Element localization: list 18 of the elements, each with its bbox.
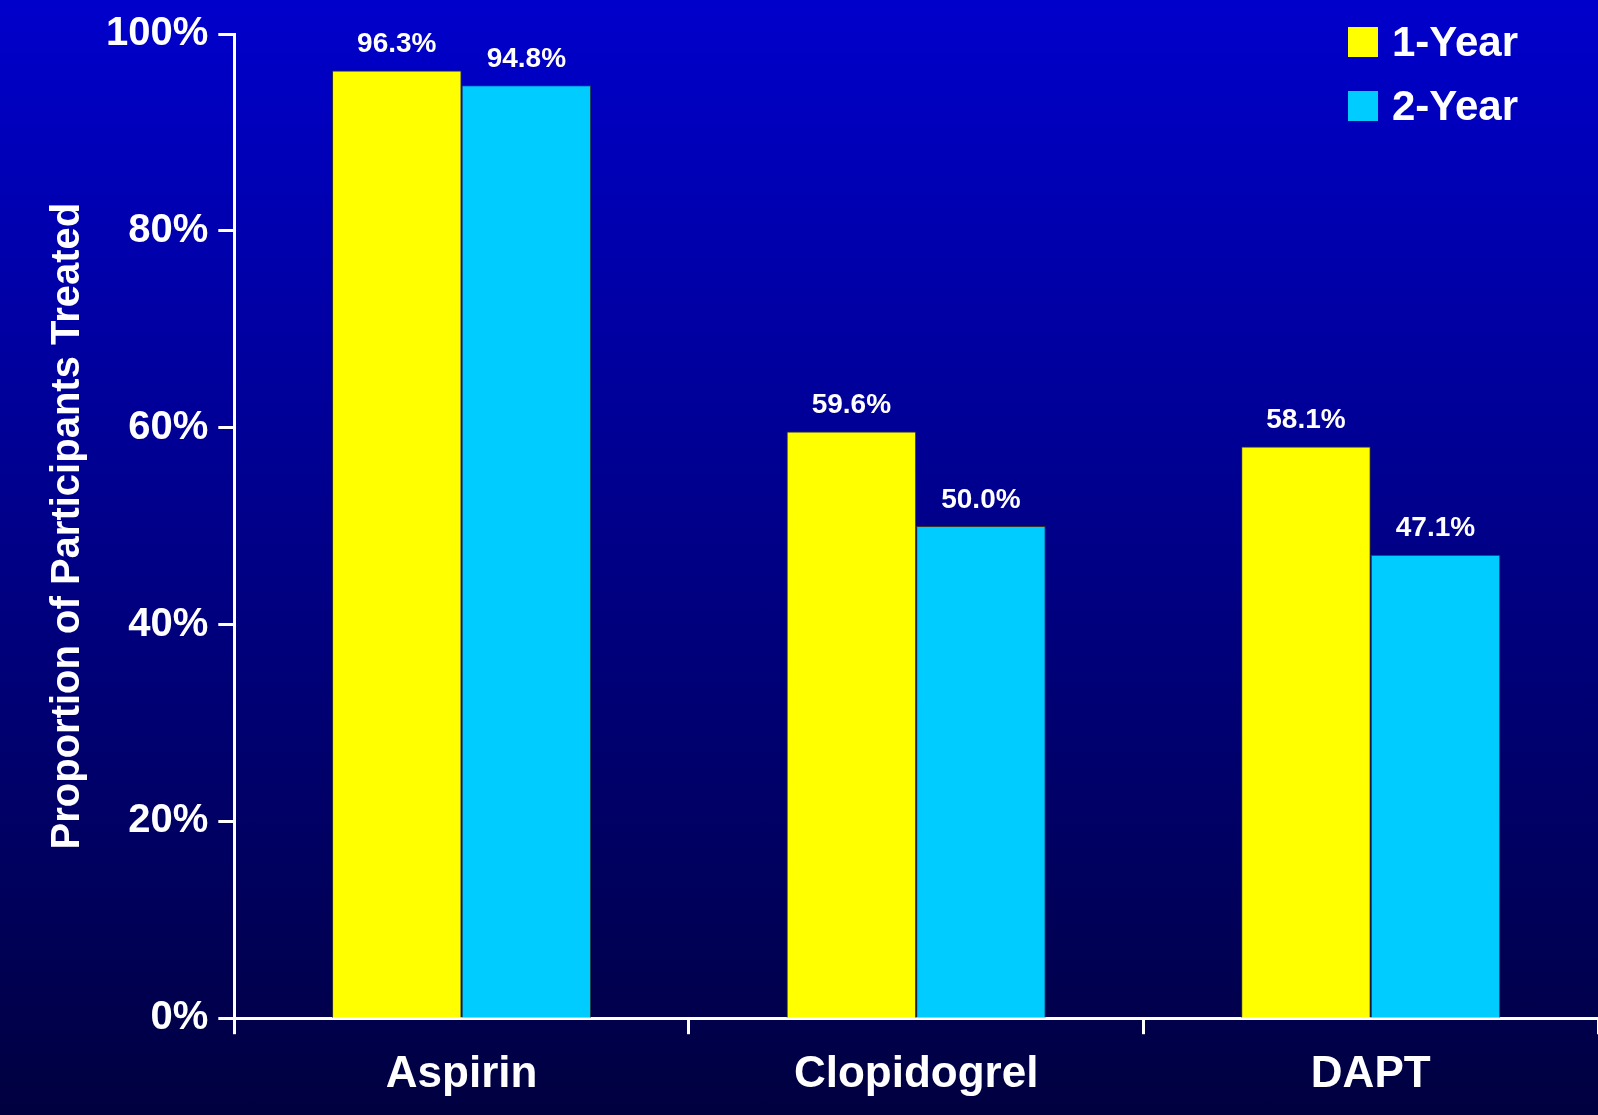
y-axis-title: Proportion of Participants Treated [43,202,88,850]
x-tick-label: Aspirin [385,1046,538,1096]
y-tick-label: 20% [128,796,209,841]
y-tick-label: 80% [128,205,209,250]
x-tick-label: Clopidogrel [793,1046,1039,1096]
text: 58.1% [1266,403,1346,435]
y-tick-label: 60% [128,402,209,447]
text: 96.3% [357,27,437,59]
legend-label: 2-Year [1391,82,1518,130]
legend-label: 1-Year [1391,18,1518,66]
text: 94.8% [486,41,567,73]
y-tick-label: 100% [105,9,209,54]
y-tick-label: 40% [128,599,209,644]
text: 47.1% [1395,511,1476,543]
y-tick-label: 0% [150,993,209,1038]
x-tick-label: DAPT [1310,1046,1431,1096]
text: 50.0% [941,482,1021,514]
text: 59.6% [811,388,892,420]
